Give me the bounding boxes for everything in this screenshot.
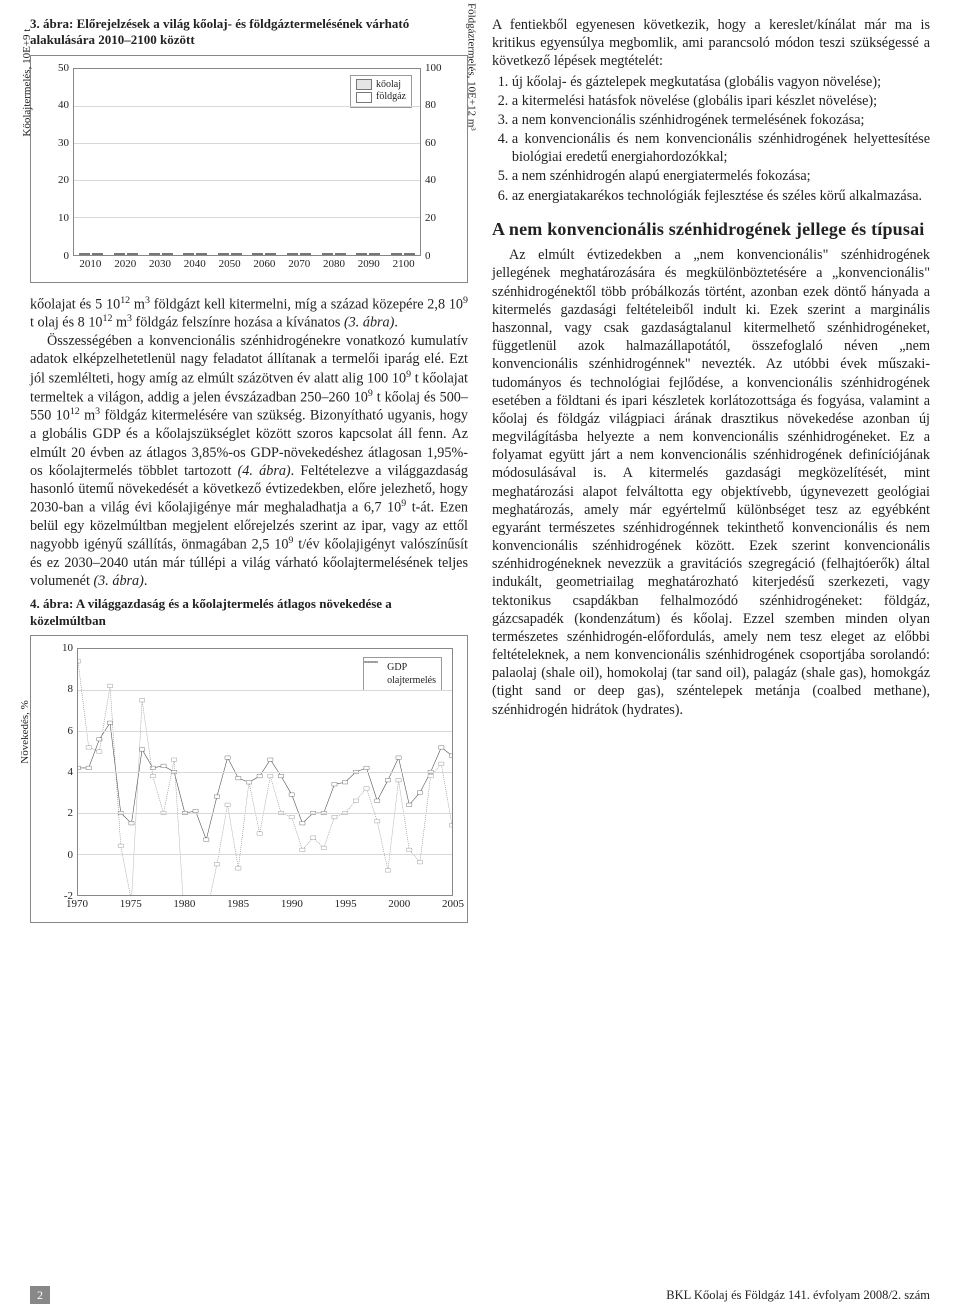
chart-2-frame: Növekedés, % GDP olajtermelés -20246810 … [30,635,468,923]
right-p2: Az elmúlt évtizedekben a „nem konvencion… [492,246,930,718]
fig4-caption: 4. ábra: A világgazdaság és a kőolajterm… [30,596,468,629]
chart1-legend-1: földgáz [376,91,406,104]
section-heading: A nem konvencionális szénhidrogének jell… [492,219,930,241]
chart1-y-right-label: Földgáztermelés, 10E+12 m³ [466,2,478,130]
chart1-legend-0: kőolaj [376,79,401,92]
page-number: 2 [30,1286,50,1304]
chart-1-frame: Kőolajtermelés, 10E+9 t Földgáztermelés,… [30,55,468,283]
step-1: új kőolaj- és gáztelepek megkutatása (gl… [512,73,930,91]
step-2: a kitermelési hatásfok növelése (globáli… [512,92,930,110]
right-body: A fentiekből egyenesen következik, hogy … [492,16,930,719]
page-footer: 2 BKL Kőolaj és Földgáz 141. évfolyam 20… [30,1286,930,1304]
step-5: a nem szénhidrogén alapú energiatermelés… [512,167,930,185]
chart-1: kőolaj földgáz 01020304050 020406080100 … [73,68,421,278]
chart2-y-label: Növekedés, % [19,700,31,764]
left-p1: kőolajat és 5 1012 m3 földgázt kell kite… [30,295,468,333]
fig3-caption: 3. ábra: Előrejelzések a világ kőolaj- é… [30,16,468,49]
left-body: kőolajat és 5 1012 m3 földgázt kell kite… [30,295,468,591]
steps-list: új kőolaj- és gáztelepek megkutatása (gl… [512,73,930,205]
chart2-legend: GDP olajtermelés [363,657,442,691]
step-6: az energiatakarékos technológiák fejlesz… [512,187,930,205]
step-3: a nem konvencionális szénhidrogének term… [512,111,930,129]
chart1-legend: kőolaj földgáz [350,75,412,108]
left-p2: Összességében a konvencionális szénhidro… [30,332,468,590]
journal-ref: BKL Kőolaj és Földgáz 141. évfolyam 2008… [666,1288,930,1303]
chart1-y-left-label: Kőolajtermelés, 10E+9 t [21,28,33,136]
step-4: a konvencionális és nem konvencionális s… [512,130,930,166]
right-p1: A fentiekből egyenesen következik, hogy … [492,16,930,71]
chart-2: GDP olajtermelés -20246810 1970197519801… [77,648,453,918]
